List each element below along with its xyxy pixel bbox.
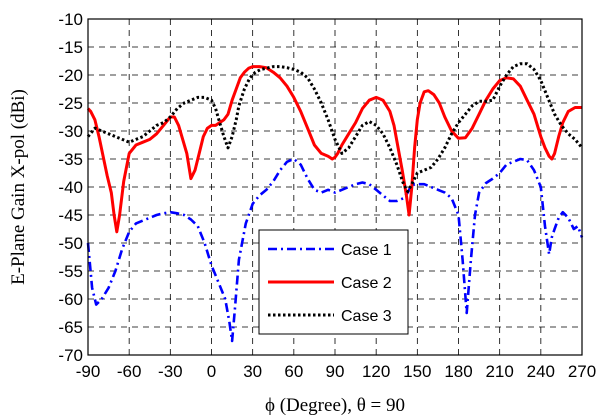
y-tick-label: -20 xyxy=(58,66,83,85)
y-tick-label: -55 xyxy=(58,262,83,281)
y-tick-label: -15 xyxy=(58,38,83,57)
y-tick-label: -10 xyxy=(58,10,83,29)
y-tick-label: -65 xyxy=(58,318,83,337)
y-tick-label: -30 xyxy=(58,122,83,141)
x-tick-label: 120 xyxy=(362,362,390,381)
y-tick-label: -50 xyxy=(58,234,83,253)
y-tick-label: -35 xyxy=(58,150,83,169)
y-tick-label: -70 xyxy=(58,346,83,365)
legend-label-case-2: Case 2 xyxy=(341,275,392,292)
x-tick-label: 150 xyxy=(403,362,431,381)
x-tick-label: -60 xyxy=(117,362,142,381)
y-tick-label: -40 xyxy=(58,178,83,197)
series-line-case-2 xyxy=(86,65,582,234)
x-tick-label: 240 xyxy=(527,362,555,381)
y-tick-label: -45 xyxy=(58,206,83,225)
x-tick-label: 90 xyxy=(326,362,345,381)
x-tick-label: 30 xyxy=(243,362,262,381)
y-tick-labels: -10 -15 -20 -25 -30 -35 -40 -45 -50 -55 -60 -65 -70 xyxy=(58,10,83,365)
x-tick-labels: -90 -60 -30 0 30 60 90 120 150 180 210 240 270 xyxy=(76,362,596,381)
legend-label-case-3: Case 3 xyxy=(341,308,392,325)
grid-lines xyxy=(88,19,582,355)
x-tick-label: 210 xyxy=(485,362,513,381)
legend: Case 1 Case 2 Case 3 xyxy=(258,229,409,335)
y-tick-label: -60 xyxy=(58,290,83,309)
x-tick-label: 60 xyxy=(284,362,303,381)
y-axis-title: E-Plane Gain X-pol (dBi) xyxy=(8,89,29,285)
legend-label-case-1: Case 1 xyxy=(341,242,392,259)
x-tick-label: 180 xyxy=(444,362,472,381)
x-tick-label: 0 xyxy=(207,362,216,381)
x-tick-label: -90 xyxy=(76,362,101,381)
series-line-case-1 xyxy=(86,157,584,343)
plot-frame xyxy=(87,18,583,356)
y-tick-label: -25 xyxy=(58,94,83,113)
series-lines xyxy=(86,62,584,343)
series-line-case-3 xyxy=(86,62,584,193)
x-tick-label: -30 xyxy=(158,362,183,381)
x-tick-label: 270 xyxy=(568,362,596,381)
x-axis-title: ϕ (Degree), θ = 90 xyxy=(265,395,405,416)
